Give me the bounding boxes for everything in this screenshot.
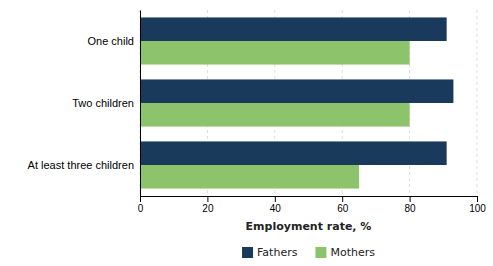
tick-label: 20 <box>202 203 214 214</box>
tick-label: 0 <box>138 203 144 214</box>
axis-title: Employment rate, % <box>246 220 372 233</box>
tick: 80 <box>405 196 417 214</box>
legend-item: Fathers <box>242 246 298 259</box>
plot: 0 20 40 60 80 100 One child Two children At leas… <box>28 10 487 214</box>
legend-item: Mothers <box>315 246 375 259</box>
tick-label: 100 <box>469 203 486 214</box>
bar <box>140 41 410 65</box>
legend-label: Fathers <box>257 246 298 259</box>
value-axis: 0 20 40 60 80 100 <box>138 196 487 214</box>
tick: 40 <box>270 196 282 214</box>
tick-label: 60 <box>337 203 349 214</box>
tick-label: Two children <box>72 97 134 109</box>
tick: At least three children <box>28 159 140 171</box>
bar <box>140 165 359 189</box>
grid-line <box>140 10 141 196</box>
category-axis: One child Two children At least three chil… <box>28 11 141 197</box>
tick-mark <box>410 196 411 202</box>
chart: 0 20 40 60 80 100 One child Two children At leas… <box>0 0 493 266</box>
axis-line <box>140 11 141 197</box>
tick-label: 40 <box>270 203 282 214</box>
legend-swatch <box>242 247 253 258</box>
axis-line <box>141 197 478 203</box>
legend-label: Mothers <box>330 246 375 259</box>
legend-swatch <box>315 247 326 258</box>
legend: Fathers Mothers <box>242 246 375 259</box>
grid-line <box>477 10 478 196</box>
tick-label: One child <box>88 35 134 47</box>
grid <box>140 10 477 196</box>
tick-label: 80 <box>405 203 417 214</box>
tick-mark <box>207 196 208 202</box>
tick-label: At least three children <box>28 159 134 171</box>
bar <box>140 103 410 127</box>
bars <box>140 17 453 188</box>
bar <box>140 141 447 165</box>
tick-mark <box>342 196 343 202</box>
tick: 60 <box>337 196 349 214</box>
tick: 100 <box>469 196 486 214</box>
tick-mark <box>275 196 276 202</box>
tick: 20 <box>202 196 214 214</box>
tick-mark <box>140 196 141 202</box>
tick: 0 <box>138 196 144 214</box>
tick: One child <box>88 35 140 47</box>
tick-mark <box>477 196 478 202</box>
bar <box>140 17 447 41</box>
bar <box>140 79 453 103</box>
tick: Two children <box>72 97 140 109</box>
